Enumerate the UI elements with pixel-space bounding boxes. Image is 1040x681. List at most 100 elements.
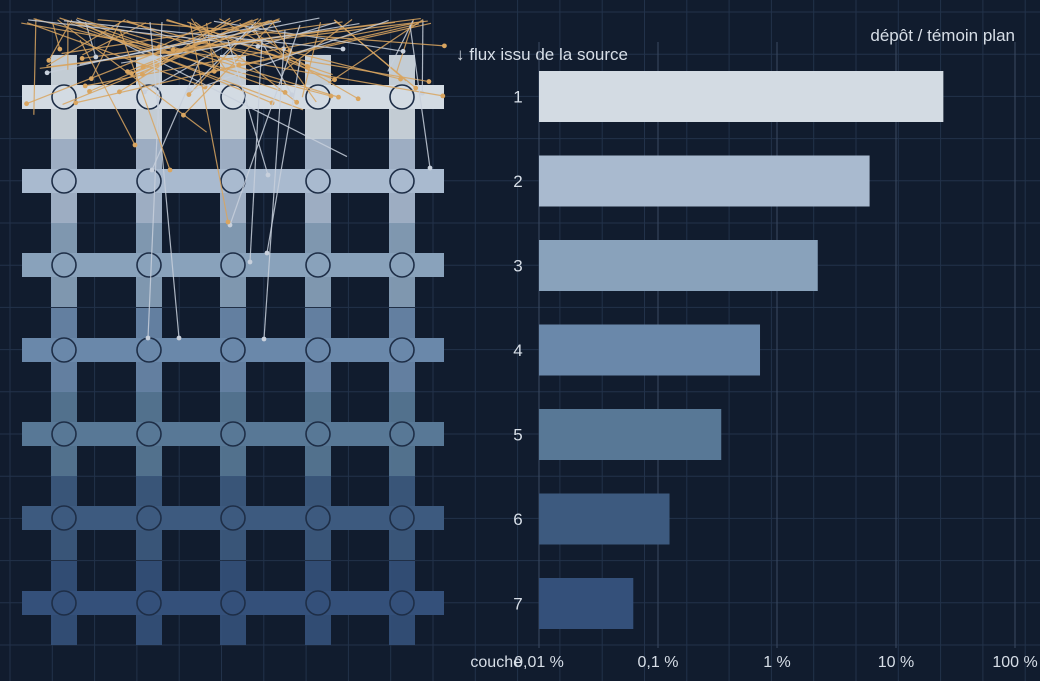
particle-ray: [227, 39, 269, 176]
particle-ray: [85, 20, 424, 87]
bar-layer-3: [539, 240, 818, 291]
particle-dot: [236, 62, 242, 68]
mesh-node: [389, 590, 415, 616]
x-tick-labels: 0,01 % 0,1 % 1 % 10 % 100 %: [514, 654, 1038, 671]
mesh-node: [389, 84, 415, 110]
mesh-layer-strip: [22, 253, 444, 277]
particle-ray: [421, 20, 424, 94]
particle-ray: [149, 21, 180, 339]
particle-dot: [117, 89, 122, 95]
particle-ray: [90, 21, 121, 79]
mesh-layer-strip: [22, 85, 444, 109]
category-label: 2: [513, 172, 522, 191]
particle-ray: [334, 19, 407, 82]
particle-dot: [340, 46, 346, 52]
particle-dot: [442, 43, 447, 49]
particle-ray: [159, 21, 212, 48]
mesh-layer-strip: [22, 169, 444, 193]
particle-ray: [229, 24, 301, 226]
mesh-layer-strip: [22, 422, 444, 446]
mesh-node: [305, 505, 331, 531]
mesh-node: [389, 252, 415, 278]
particle-dot: [282, 90, 288, 95]
bar-chart: 1 2 3 4 5 6 7 0,01 % 0,1 % 1 % 10 % 100 % dépôt / …: [470, 26, 1037, 671]
particle-ray: [46, 18, 126, 67]
mesh-node: [220, 421, 246, 447]
particle-ray: [33, 18, 37, 115]
particle-dot: [261, 336, 267, 342]
mesh-node: [136, 421, 162, 447]
particle-ray: [87, 22, 286, 93]
particle-dot: [427, 165, 433, 171]
flux-annotation: ↓ flux issu de la source: [456, 45, 628, 64]
bar-layer-4: [539, 324, 761, 376]
particle-ray: [119, 29, 171, 171]
particle-dot: [289, 92, 295, 98]
particle-dot: [304, 64, 310, 69]
particle-ray: [26, 18, 242, 105]
bars: [539, 71, 944, 629]
x-tick-label: 0,1 %: [638, 654, 679, 671]
particle-dot: [24, 101, 29, 107]
mesh-node: [51, 168, 77, 194]
particle-ray: [142, 17, 231, 75]
mesh-node: [305, 421, 331, 447]
mesh-node: [136, 252, 162, 278]
particle-dot: [93, 54, 99, 60]
x-tick-label: 1 %: [763, 654, 791, 671]
particle-dot: [186, 92, 192, 97]
category-labels: 1 2 3 4 5 6 7: [513, 88, 522, 614]
particle-ray: [52, 23, 61, 50]
mesh-node: [51, 590, 77, 616]
mesh-node: [220, 590, 246, 616]
particle-ray: [79, 39, 136, 146]
bar-layer-2: [539, 155, 870, 207]
particle-dot: [176, 335, 182, 341]
particle-dot: [44, 70, 50, 76]
mesh-node: [51, 337, 77, 363]
bar-layer-7: [539, 578, 634, 629]
particle-ray: [263, 29, 286, 340]
mesh-illustration: ↓ flux issu de la source: [21, 17, 628, 645]
mesh-node: [305, 252, 331, 278]
particle-dot: [247, 259, 253, 265]
particle-ray: [97, 19, 445, 47]
category-label: 7: [513, 595, 522, 614]
particle-dot: [57, 46, 63, 52]
particle-dot: [355, 96, 361, 102]
mesh-node: [51, 252, 77, 278]
particle-dot: [265, 172, 271, 178]
particle-ray: [270, 19, 291, 51]
mesh-node: [220, 337, 246, 363]
category-label: 6: [513, 510, 522, 529]
particle-dot: [73, 100, 79, 106]
bar-layer-1: [539, 71, 944, 122]
particle-ray: [259, 21, 317, 103]
particle-dot: [142, 89, 147, 95]
bar-layer-5: [539, 409, 722, 460]
particle-dot: [82, 83, 88, 89]
particle-ray: [151, 59, 201, 171]
particle-ray: [79, 17, 320, 66]
particle-ray: [21, 22, 443, 97]
particle-dot: [264, 250, 270, 256]
mesh-node: [220, 252, 246, 278]
mesh-node: [389, 505, 415, 531]
particle-ray: [28, 19, 284, 50]
mesh-node: [51, 421, 77, 447]
mesh-node: [51, 84, 77, 110]
particle-ray: [26, 22, 206, 88]
mesh-rows: [22, 85, 444, 615]
category-label: 1: [513, 88, 522, 107]
x-tick-label: 0,01 %: [514, 654, 564, 671]
mesh-node: [389, 168, 415, 194]
particle-ray: [76, 21, 273, 104]
particle-ray: [239, 22, 308, 67]
mesh-node: [136, 505, 162, 531]
particle-dot: [426, 79, 432, 84]
mesh-layer-strip: [22, 591, 444, 615]
category-label: 3: [513, 257, 522, 276]
particle-dot: [167, 167, 173, 173]
category-label: 4: [513, 341, 522, 360]
